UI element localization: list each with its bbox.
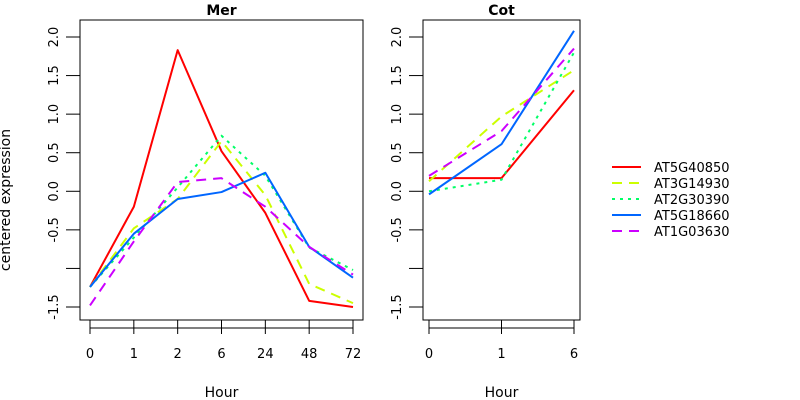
y-tick-label: -1.5 — [47, 294, 62, 319]
y-tick-label: 1.5 — [47, 65, 62, 86]
x-tick-label: 48 — [301, 347, 318, 362]
series-line-at2g30390 — [89, 134, 354, 288]
x-tick-label: 6 — [217, 347, 225, 362]
legend-label: AT5G40850 — [654, 161, 730, 176]
y-tick-label: 0.5 — [390, 142, 405, 163]
series-line-at1g03630 — [428, 47, 575, 177]
legend-label: AT3G14930 — [654, 177, 730, 192]
x-tick-label: 2 — [174, 347, 182, 362]
y-tick-label: 2.0 — [390, 27, 405, 48]
x-tick-label: 24 — [257, 347, 274, 362]
series-line-at5g40850 — [89, 49, 354, 308]
series-line-at1g03630 — [89, 177, 354, 307]
x-tick-label: 0 — [86, 347, 94, 362]
y-tick-label: -0.5 — [390, 217, 405, 242]
panel-title: Cot — [488, 3, 515, 19]
y-tick-label: 1.0 — [47, 104, 62, 125]
x-axis-title: Hour — [205, 385, 239, 400]
y-tick-label: 1.5 — [390, 65, 405, 86]
panel-title: Mer — [206, 3, 236, 19]
plot-frame — [422, 19, 581, 321]
series-line-at5g18660 — [428, 30, 575, 196]
x-tick-label: 72 — [345, 347, 362, 362]
legend: AT5G40850AT3G14930AT2G30390AT5G18660AT1G… — [612, 161, 730, 240]
y-tick-label: 0.0 — [47, 181, 62, 202]
legend-label: AT2G30390 — [654, 193, 730, 208]
x-tick-label: 6 — [570, 347, 578, 362]
series-line-at5g40850 — [429, 89, 575, 180]
y-tick-label: 2.0 — [47, 27, 62, 48]
y-tick-label: 0.5 — [47, 142, 62, 163]
y-tick-label: -1.5 — [390, 294, 405, 319]
y-tick-label: 1.0 — [390, 104, 405, 125]
series-line-at3g14930 — [89, 140, 354, 305]
y-tick-label: 0.0 — [390, 181, 405, 202]
y-tick-label: -0.5 — [47, 217, 62, 242]
y-axis-title: centered expression — [0, 129, 14, 271]
series-line-at2g30390 — [428, 51, 575, 193]
panel-mer: Mer -1.5 -0.5 0.0 0.5 1.0 1.5 2.0 0 1 2 6 24 48 72 Hour — [47, 3, 364, 400]
legend-label: AT5G18660 — [654, 209, 730, 224]
x-tick-label: 0 — [425, 347, 433, 362]
panel-cot: Cot -1.5 -0.5 0.0 0.5 1.0 1.5 2.0 0 1 6 Hour — [390, 3, 581, 400]
x-axis-title: Hour — [485, 385, 519, 400]
x-tick-label: 1 — [497, 347, 505, 362]
series-line-at3g14930 — [428, 69, 575, 183]
series-line-at5g18660 — [89, 171, 354, 288]
x-tick-label: 1 — [130, 347, 138, 362]
plot-frame — [79, 19, 364, 321]
legend-label: AT1G03630 — [654, 225, 730, 240]
